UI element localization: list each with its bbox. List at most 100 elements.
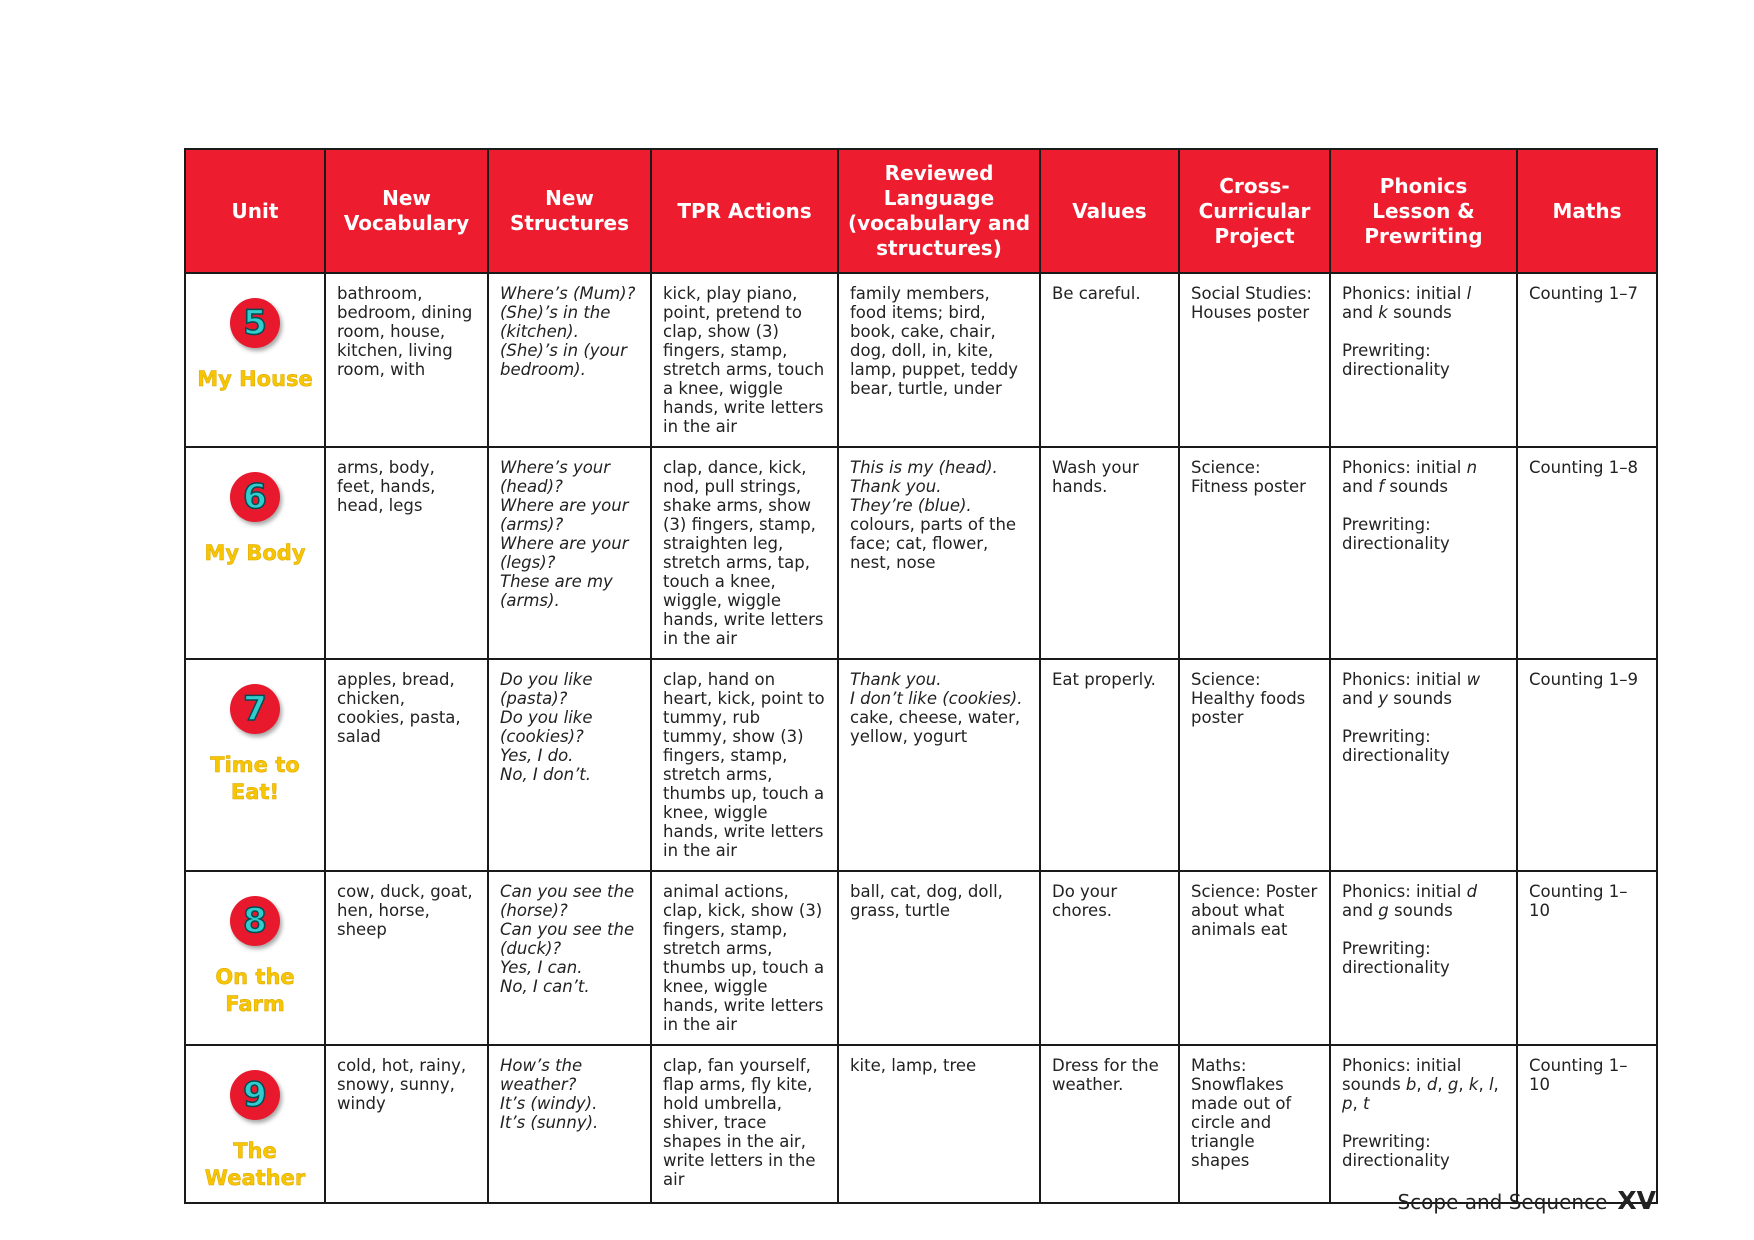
text: Counting 1–10 [1529,882,1628,920]
unit-row: 6 My Body arms, body, feet, hands, head, l… [184,446,1658,660]
text: Science: Poster about what animals eat [1191,882,1318,939]
unit-row: 5 My House bathroom, bedroom, dining room,… [184,272,1658,448]
unit-title: The Weather [204,1139,306,1191]
paragraph: Can you see the (horse)? [500,882,639,920]
cell: Do your chores. [1039,870,1180,1046]
italic-text: f [1378,477,1385,496]
unit-badge: 6 [197,472,313,522]
paragraph: Eat properly. [1052,670,1167,689]
italic-text: n [1466,458,1478,477]
paragraph: ball, cat, dog, doll, grass, turtle [850,882,1028,920]
text: Prewriting: directionality [1342,341,1450,379]
italic-text: Do you like (cookies)? [500,708,593,746]
unit-row: 9 The Weather cold, hot, rainy, snowy, sun… [184,1044,1658,1204]
text: ball, cat, dog, doll, grass, turtle [850,882,1003,920]
paragraph: clap, hand on heart, kick, point to tumm… [663,670,826,860]
paragraph: kick, play piano, point, pretend to clap… [663,284,826,436]
text: , [1478,1075,1489,1094]
cell: clap, fan yourself, flap arms, fly kite,… [650,1044,839,1204]
cell: Do you like (pasta)? Do you like (cookies… [487,658,652,872]
text: kite, lamp, tree [850,1056,977,1075]
italic-text: Yes, I do. [500,746,574,765]
unit-number: 7 [230,684,280,734]
text: Do your chores. [1052,882,1118,920]
paragraph: Dress for the weather. [1052,1056,1167,1094]
text: Maths: Snowflakes made out of circle and… [1191,1056,1292,1170]
text: and [1342,689,1379,708]
cell: kite, lamp, tree [837,1044,1041,1204]
italic-text: k [1378,303,1388,322]
paragraph: Phonics: initial n and f sounds [1342,458,1505,496]
unit-cell: 5 My House [184,272,326,448]
italic-text: Where’s your (head)? [500,458,611,496]
text: Phonics: initial [1342,670,1467,689]
text: family members, food items; bird, book, … [850,284,1019,398]
italic-text: k [1468,1075,1479,1094]
text: Eat properly. [1052,670,1156,689]
paragraph: Prewriting: directionality [1342,727,1505,765]
column-header: TPR Actions [650,148,839,274]
cell: Maths: Snowflakes made out of circle and… [1178,1044,1331,1204]
text: clap, dance, kick, nod, pull strings, sh… [663,458,824,648]
italic-text: (She)’s in (your bedroom). [500,341,627,379]
unit-title: Time to Eat! [210,753,300,805]
cell: This is my (head). Thank you. They’re (blu… [837,446,1041,660]
paragraph: clap, dance, kick, nod, pull strings, sh… [663,458,826,648]
paragraph: Where are your (legs)? [500,534,639,572]
cell: Social Studies: Houses poster [1178,272,1331,448]
italic-text: How’s the weather? [500,1056,583,1094]
paragraph: These are my (arms). [500,572,639,610]
text: and [1342,477,1379,496]
text: Science: Healthy foods poster [1191,670,1306,727]
italic-text: d [1466,882,1478,901]
italic-text: y [1378,689,1389,708]
unit-cell: 7 Time to Eat! [184,658,326,872]
italic-text: Where’s (Mum)? [500,284,636,303]
text: arms, body, feet, hands, head, legs [337,458,436,515]
paragraph: bathroom, bedroom, dining room, house, k… [337,284,476,379]
paragraph: (She)’s in the (kitchen). [500,303,639,341]
paragraph: Prewriting: directionality [1342,1132,1505,1170]
cell: cow, duck, goat, hen, horse, sheep [324,870,489,1046]
cell: Dress for the weather. [1039,1044,1180,1204]
unit-badge: 7 [197,684,313,734]
italic-text: This is my (head). [850,458,998,477]
paragraph: Science: Healthy foods poster [1191,670,1318,727]
italic-text: t [1362,1094,1370,1113]
unit-row: 7 Time to Eat! apples, bread, chicken, coo… [184,658,1658,872]
paragraph: colours, parts of the face; cat, flower,… [850,515,1028,572]
cell: Phonics: initial l and k sounds Prewritin… [1329,272,1518,448]
paragraph: Counting 1–10 [1529,882,1645,920]
unit-badge: 8 [197,896,313,946]
text: cow, duck, goat, hen, horse, sheep [337,882,473,939]
italic-text: Can you see the (horse)? [500,882,635,920]
text: sounds [1387,303,1452,322]
paragraph: Where’s (Mum)? [500,284,639,303]
text: , [1458,1075,1469,1094]
unit-cell: 9 The Weather [184,1044,326,1204]
paragraph: Where are your (arms)? [500,496,639,534]
paragraph: cow, duck, goat, hen, horse, sheep [337,882,476,939]
paragraph: Prewriting: directionality [1342,939,1505,977]
paragraph: Do you like (cookies)? [500,708,639,746]
cell: apples, bread, chicken, cookies, pasta, … [324,658,489,872]
unit-badge: 9 [197,1070,313,1120]
italic-text: These are my (arms). [500,572,613,610]
italic-text: They’re (blue). [850,496,972,515]
text: , [1493,1075,1499,1094]
paragraph: Wash your hands. [1052,458,1167,496]
text: sounds [1388,689,1452,708]
paragraph: They’re (blue). [850,496,1028,515]
text: cold, hot, rainy, snowy, sunny, windy [337,1056,467,1113]
italic-text: I don’t like (cookies). [850,689,1023,708]
paragraph: cold, hot, rainy, snowy, sunny, windy [337,1056,476,1113]
paragraph: This is my (head). [850,458,1028,477]
text: Phonics: initial [1342,458,1467,477]
cell: Counting 1–8 [1516,446,1658,660]
cell: Where’s (Mum)? (She)’s in the (kitchen).(… [487,272,652,448]
italic-text: b [1405,1075,1417,1094]
unit-cell: 6 My Body [184,446,326,660]
cell: Science: Poster about what animals eat [1178,870,1331,1046]
paragraph: Thank you. [850,477,1028,496]
cell: Where’s your (head)? Where are your (arms… [487,446,652,660]
